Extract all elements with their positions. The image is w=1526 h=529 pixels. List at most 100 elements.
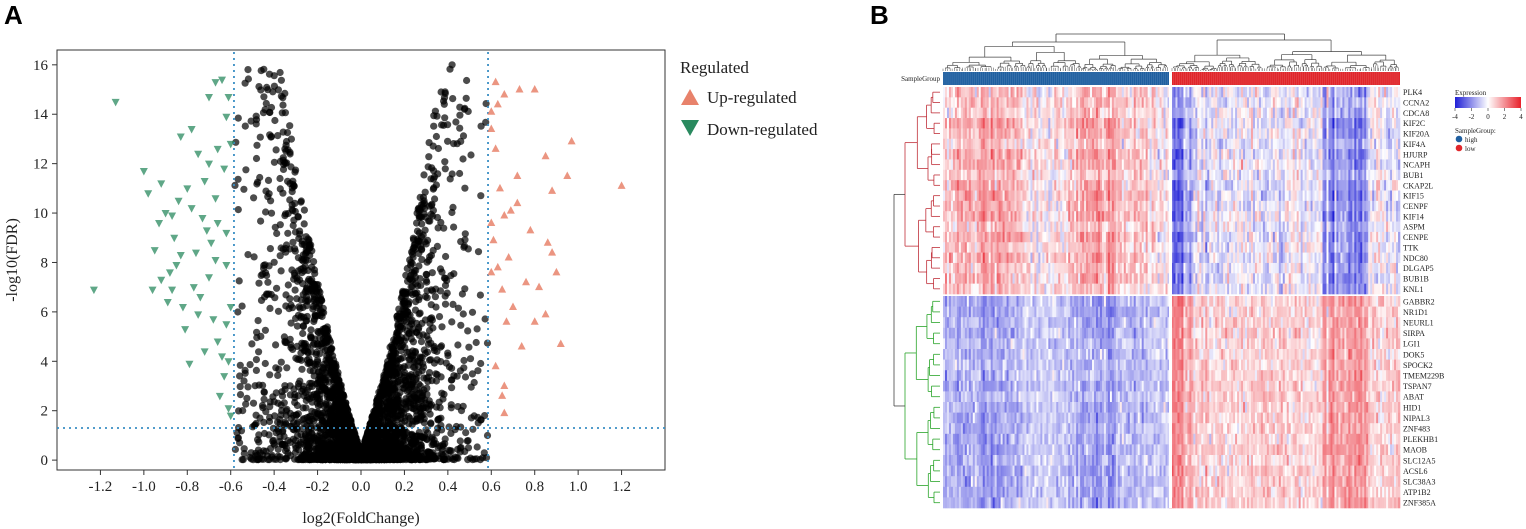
x-tick-label: 0.2 bbox=[395, 479, 414, 495]
heatmap-cell-upper bbox=[1217, 87, 1220, 98]
heatmap-cell-upper bbox=[1096, 107, 1099, 119]
heatmap-cell-upper bbox=[1151, 107, 1154, 119]
ns-point bbox=[453, 140, 461, 148]
ns-point bbox=[248, 340, 256, 348]
heatmap-cell-upper bbox=[1052, 97, 1055, 108]
heatmap-cell-upper bbox=[1199, 87, 1202, 98]
heatmap-cell-upper bbox=[1068, 107, 1071, 119]
ns-point bbox=[454, 341, 462, 349]
ns-point bbox=[417, 444, 426, 452]
ns-point bbox=[261, 326, 269, 334]
heatmap-cell-upper bbox=[1334, 87, 1337, 98]
heatmap-cell-upper bbox=[1012, 87, 1015, 98]
ns-point bbox=[261, 269, 270, 277]
heatmap-cell-upper bbox=[956, 87, 960, 98]
heatmap-cell-upper bbox=[1117, 87, 1121, 98]
heatmap-cell-upper bbox=[943, 87, 946, 98]
ns-point bbox=[441, 158, 449, 166]
ns-point bbox=[313, 399, 321, 407]
heatmap-cell-upper bbox=[972, 97, 976, 108]
heatmap-cell-upper bbox=[1034, 97, 1037, 108]
heatmap-cell-upper bbox=[1356, 97, 1359, 108]
heatmap-cell-upper bbox=[1346, 97, 1349, 108]
ns-point bbox=[242, 166, 250, 174]
ns-point bbox=[438, 323, 446, 331]
heatmap-cell-upper bbox=[1090, 87, 1093, 98]
heatmap-cell-upper bbox=[1278, 97, 1282, 108]
heatmap-cell-upper bbox=[1340, 97, 1343, 108]
heatmap-cell-upper bbox=[958, 87, 962, 98]
heatmap-cell-upper bbox=[1390, 87, 1393, 98]
heatmap-cell-upper bbox=[1256, 97, 1260, 108]
heatmap-cell-upper bbox=[984, 97, 988, 108]
heatmap-cell-upper bbox=[1360, 97, 1363, 108]
heatmap-cell-upper bbox=[950, 97, 954, 108]
heatmap-cell-upper bbox=[1181, 97, 1184, 108]
heatmap-cell-upper bbox=[1010, 87, 1013, 98]
heatmap-cell-upper bbox=[1223, 97, 1226, 108]
heatmap-cell-upper bbox=[1201, 97, 1204, 108]
heatmap-cell-upper bbox=[996, 97, 999, 108]
heatmap-cell-upper bbox=[948, 97, 952, 108]
heatmap-cell-upper bbox=[1302, 87, 1305, 98]
heatmap-cell-upper bbox=[1155, 97, 1158, 108]
ns-point bbox=[434, 144, 442, 153]
ns-point bbox=[406, 431, 414, 439]
heatmap-cell-upper bbox=[994, 107, 997, 119]
heatmap-cell-upper bbox=[1247, 97, 1250, 108]
ns-point bbox=[267, 103, 276, 112]
heatmap-cell-upper bbox=[1088, 107, 1091, 119]
heatmap-cell-upper bbox=[1137, 87, 1141, 98]
heatmap-cell-upper bbox=[1286, 87, 1290, 98]
heatmap-cell-upper bbox=[972, 107, 976, 119]
heatmap-cell-upper bbox=[1078, 97, 1081, 108]
ns-point bbox=[271, 223, 279, 231]
heatmap-cell-upper bbox=[1280, 97, 1284, 108]
ns-point bbox=[263, 290, 271, 298]
heatmap-cell-upper bbox=[1296, 97, 1299, 108]
ns-point bbox=[294, 355, 302, 363]
heatmap-cell-upper bbox=[986, 97, 989, 108]
heatmap-cell-upper bbox=[1262, 87, 1266, 98]
heatmap-cell-upper bbox=[1350, 97, 1353, 108]
heatmap-cell-upper bbox=[1048, 87, 1051, 98]
heatmap-cell-upper bbox=[1086, 87, 1089, 98]
ns-point bbox=[298, 365, 306, 373]
heatmap-cell-upper bbox=[1157, 87, 1160, 98]
heatmap-cell-upper bbox=[1300, 97, 1303, 108]
heatmap-cell-upper bbox=[1058, 97, 1061, 108]
heatmap-cell-upper bbox=[1103, 87, 1107, 98]
ns-point bbox=[444, 349, 452, 357]
heatmap-cell-upper bbox=[1366, 97, 1369, 108]
volcano-axis-ticks: -1.2 -1.0 -0.8 -0.6 -0.4 -0.2 0.0 0.2 0.4 0.6 0.8 1… bbox=[33, 58, 631, 495]
ns-point bbox=[301, 388, 309, 396]
ns-point bbox=[279, 94, 287, 102]
ns-point bbox=[270, 398, 278, 406]
heatmap-cell-upper bbox=[1282, 87, 1286, 98]
heatmap-cell-upper bbox=[1002, 107, 1005, 119]
heatmap-cell-upper bbox=[1229, 87, 1232, 98]
ns-point bbox=[289, 238, 297, 246]
heatmap-cell-upper bbox=[1042, 107, 1045, 119]
ns-point bbox=[310, 360, 318, 368]
ns-point bbox=[441, 114, 449, 122]
heatmap-cell-upper bbox=[970, 87, 974, 98]
ns-point bbox=[294, 267, 302, 275]
heatmap-cell-upper bbox=[1105, 107, 1109, 119]
heatmap-cell-upper bbox=[1388, 97, 1391, 108]
ns-point bbox=[304, 442, 313, 450]
heatmap-cell-upper bbox=[1360, 87, 1363, 98]
ns-point bbox=[266, 304, 274, 312]
heatmap-cell-upper bbox=[1284, 87, 1288, 98]
ns-point bbox=[265, 190, 273, 198]
heatmap-cell-upper bbox=[1213, 87, 1216, 98]
heatmap-cell-upper bbox=[1107, 97, 1111, 108]
heatmap-cell-upper bbox=[1074, 97, 1077, 108]
heatmap-cell-upper bbox=[992, 87, 995, 98]
heatmap-cell-upper bbox=[1189, 97, 1192, 108]
heatmap-cell-upper bbox=[1320, 97, 1323, 108]
volcano-y-label: -log10(FDR) bbox=[4, 218, 21, 302]
heatmap-cell-upper bbox=[948, 87, 952, 98]
heatmap-cell-upper bbox=[980, 87, 984, 98]
heatmap-cell-upper bbox=[958, 97, 962, 108]
